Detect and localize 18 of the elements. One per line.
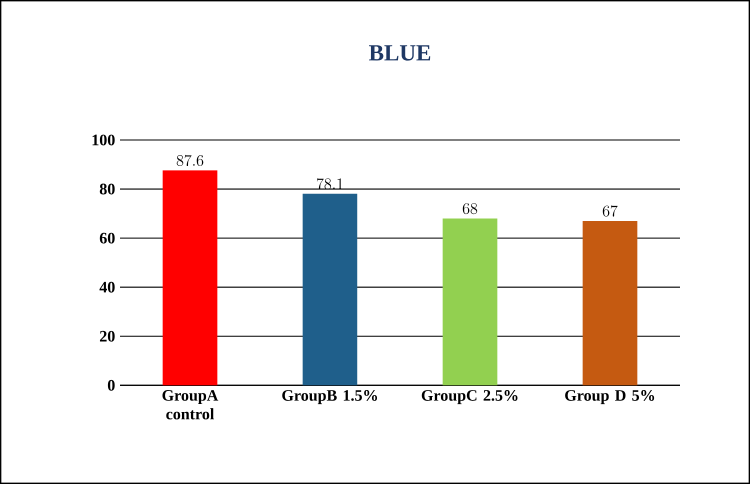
bar bbox=[442, 218, 498, 386]
bar bbox=[302, 194, 358, 386]
y-tick-label: 100 bbox=[92, 134, 115, 146]
x-tick-label: GroupC 2.5% bbox=[422, 390, 518, 404]
bar bbox=[582, 220, 638, 386]
x-tick-label: GroupA control bbox=[162, 390, 218, 420]
y-tick-label: 60 bbox=[100, 232, 115, 244]
data-label: 68 bbox=[462, 203, 478, 214]
y-tick-label: 80 bbox=[100, 184, 115, 194]
y-tick-label: 20 bbox=[100, 330, 115, 342]
bar bbox=[162, 170, 218, 386]
x-tick-label: GroupB 1.5% bbox=[282, 390, 378, 404]
chart-title: BLUE bbox=[369, 45, 430, 61]
y-tick-label: 40 bbox=[100, 282, 115, 293]
y-tick-label: 0 bbox=[108, 380, 115, 391]
data-label: 87.6 bbox=[176, 154, 204, 166]
x-tick-label: Group D 5% bbox=[565, 390, 654, 404]
data-label: 67 bbox=[602, 205, 618, 217]
